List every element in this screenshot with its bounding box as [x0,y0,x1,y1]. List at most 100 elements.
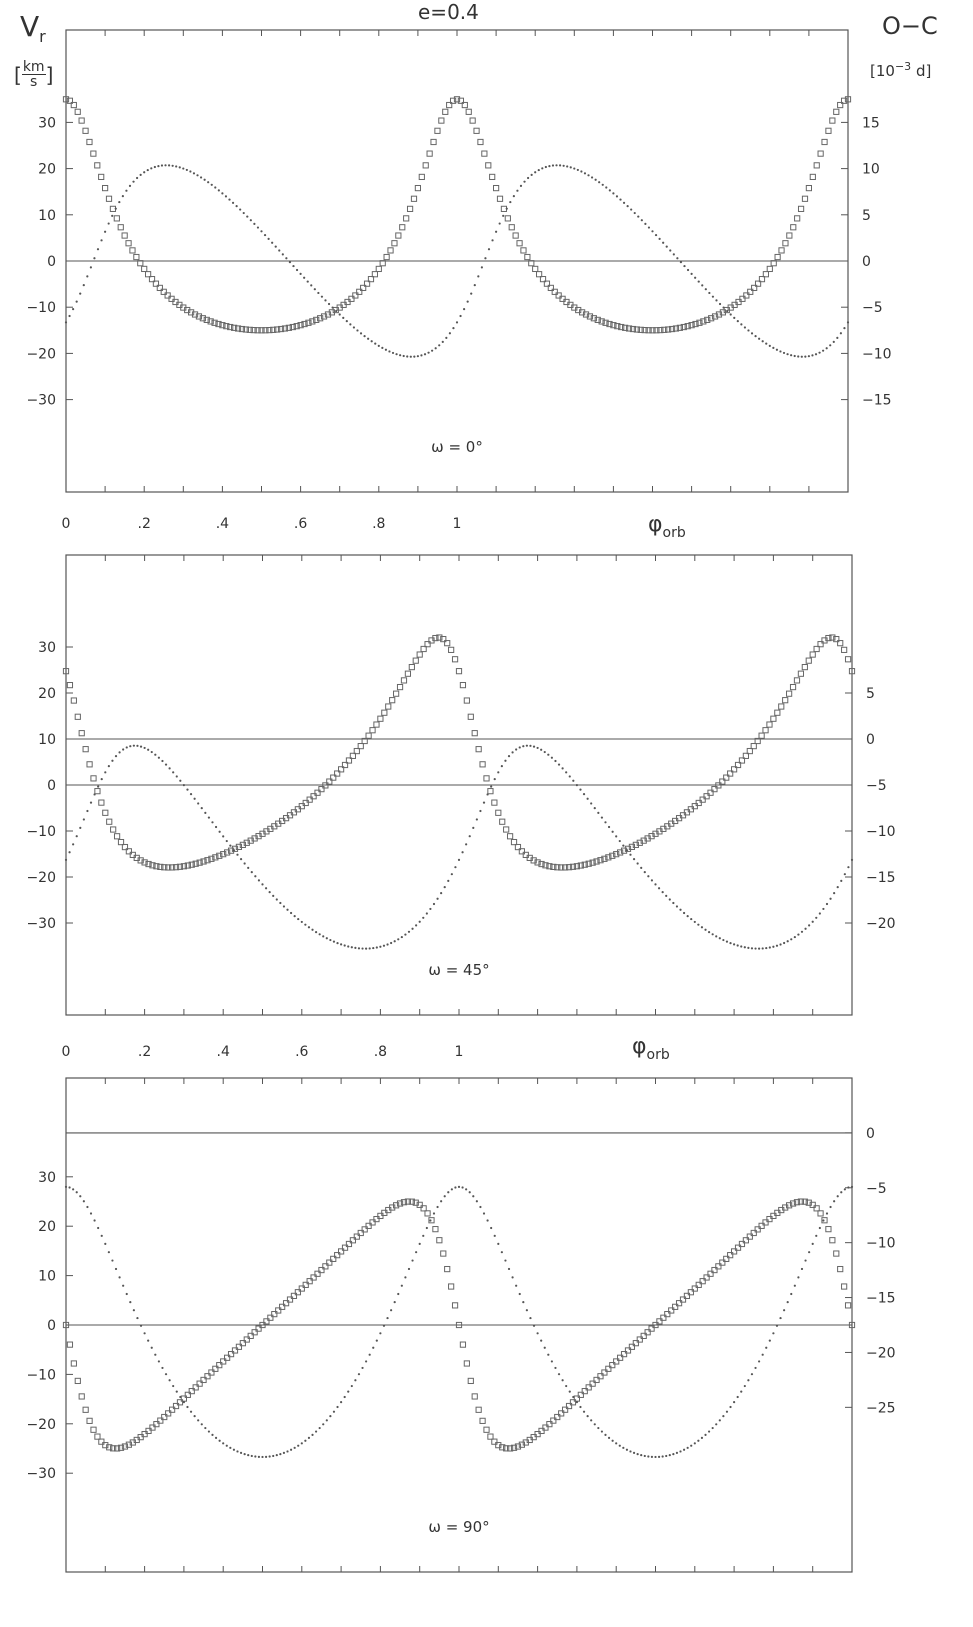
rv-point [609,852,616,859]
rv-point [754,1226,761,1233]
rv-point [491,1438,498,1445]
rv-point [506,1445,514,1452]
oc-point [840,1191,843,1194]
rv-point [813,1205,820,1212]
oc-point [537,168,540,172]
oc-point [686,268,690,272]
oc-point [836,336,839,339]
rv-point [282,1300,290,1307]
rv-point [70,697,77,704]
oc-point [372,946,375,950]
oc-point [211,1433,214,1436]
rv-point [723,774,730,781]
oc-point [493,1234,496,1237]
oc-point [711,1426,714,1430]
rv-point [805,657,812,664]
oc-point [740,323,743,326]
right-tick-label: 15 [862,115,880,131]
oc-point [107,1251,110,1254]
rv-point [534,859,541,866]
rv-point [742,1237,749,1244]
rv-point [352,292,359,299]
oc-point [307,926,311,929]
oc-point [495,230,498,233]
rv-point [330,774,337,781]
rv-point [790,224,797,231]
oc-point [139,745,143,748]
oc-point [626,205,629,208]
oc-point [310,284,313,287]
rv-point [145,271,152,278]
oc-point [580,170,583,173]
oc-point [455,321,459,324]
oc-point [600,1430,604,1433]
rv-point [192,1384,199,1391]
oc-point [82,284,85,287]
oc-point [750,332,754,335]
rv-point [622,324,629,331]
rv-point [113,833,121,840]
oc-point [454,1186,457,1189]
rv-point [695,1281,702,1288]
rv-point [758,276,766,283]
oc-point [597,1426,600,1430]
rv-point [383,253,390,261]
oc-point [122,748,125,751]
oc-point [793,1284,796,1287]
oc-point [551,164,555,167]
oc-point [122,1284,125,1287]
oc-point [274,245,277,248]
rv-point [585,860,592,867]
oc-point [345,320,348,323]
rv-point [493,184,500,192]
rv-point [152,280,160,287]
rv-point [216,852,223,859]
rv-point [825,634,832,642]
rv-point [696,319,703,326]
rv-point [652,1321,659,1329]
oc-point [154,1353,157,1356]
oc-point [532,1324,536,1327]
rv-point [538,1427,545,1435]
oc-point [847,866,850,869]
oc-point [357,1373,361,1376]
oc-point [768,344,771,347]
oc-point [790,1292,793,1296]
oc-point [314,930,318,934]
rv-point [438,117,445,124]
oc-point [500,765,503,768]
rv-point [499,818,506,825]
rv-point [581,1388,588,1395]
rv-point [546,863,553,870]
rv-point [82,127,89,134]
oc-point [651,230,654,233]
oc-point [579,1405,582,1409]
right-tick-label: 5 [862,208,871,224]
oc-point [515,1284,518,1287]
oc-point [107,222,110,225]
rv-point [428,1217,435,1224]
oc-point [726,309,729,313]
oc-point [829,344,832,347]
oc-point [654,1455,657,1459]
rv-point [582,311,590,318]
rv-point [664,1311,671,1318]
rv-point [554,1413,561,1421]
oc-point [490,1226,493,1230]
oc-point [607,1436,611,1439]
oc-point [658,237,661,240]
rv-point [309,318,316,325]
rv-point [747,288,754,295]
oc-point [132,1309,135,1312]
rv-point [645,327,652,334]
rv-point [393,1202,400,1209]
oc-point [447,1191,450,1194]
oc-point [725,1410,729,1413]
oc-point [479,809,482,813]
rv-point [789,1200,797,1207]
oc-point [247,1454,250,1457]
oc-point [562,164,565,167]
oc-point [214,825,218,829]
oc-point [422,1234,425,1237]
oc-point [700,1436,704,1439]
